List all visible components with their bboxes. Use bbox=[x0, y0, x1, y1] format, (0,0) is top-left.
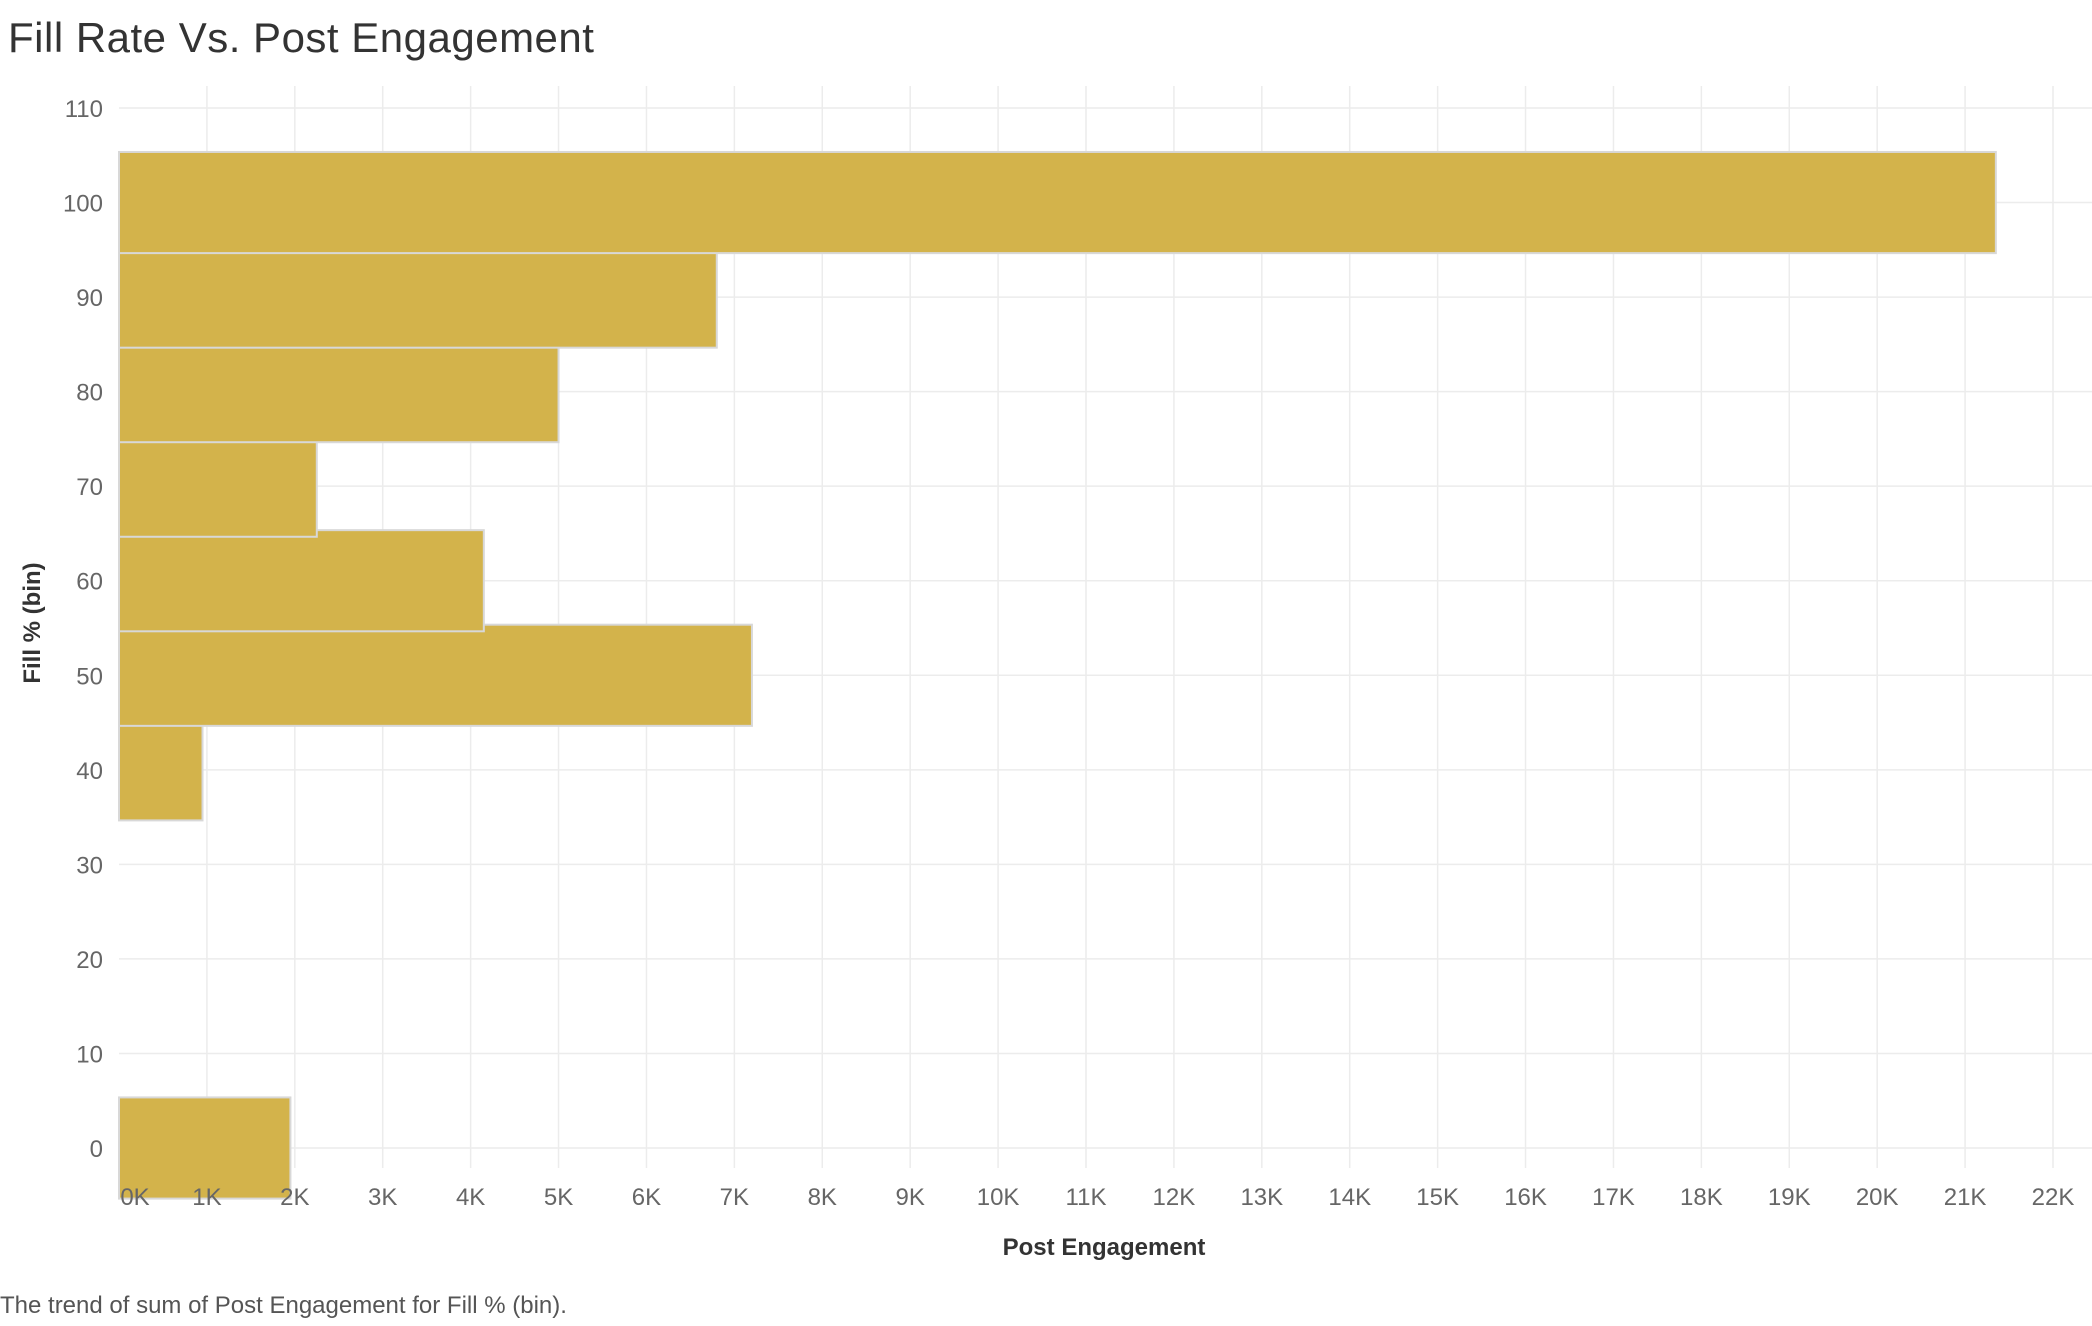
y-tick-labels: 0 10 20 30 40 50 60 70 80 90 100 110 bbox=[63, 96, 103, 1163]
x-tick-label: 5K bbox=[544, 1184, 573, 1211]
x-tick-label: 13K bbox=[1240, 1184, 1283, 1211]
bars bbox=[118, 150, 1997, 1200]
x-tick-label: 12K bbox=[1153, 1184, 1196, 1211]
y-tick-label: 10 bbox=[76, 1041, 103, 1068]
x-tick-label: 19K bbox=[1768, 1184, 1811, 1211]
y-axis-title: Fill % (bin) bbox=[19, 562, 46, 683]
x-tick-label: 7K bbox=[720, 1184, 749, 1211]
x-tick-label: 2K bbox=[280, 1184, 309, 1211]
x-tick-label: 10K bbox=[977, 1184, 1020, 1211]
x-tick-label: 9K bbox=[896, 1184, 925, 1211]
x-tick-label: 18K bbox=[1680, 1184, 1723, 1211]
x-tick-label: 17K bbox=[1592, 1184, 1635, 1211]
x-tick-label: 3K bbox=[368, 1184, 397, 1211]
chart-title: Fill Rate Vs. Post Engagement bbox=[8, 14, 595, 61]
y-tick-label: 70 bbox=[76, 474, 103, 501]
y-tick-label: 40 bbox=[76, 758, 103, 785]
x-tick-label: 6K bbox=[632, 1184, 661, 1211]
bar-fill-50[interactable] bbox=[118, 623, 753, 727]
x-tick-label: 22K bbox=[2032, 1184, 2075, 1211]
x-tick-labels: 0K 1K 2K 3K 4K 5K 6K 7K 8K 9K 10K 11K 12K 13K 14K 15K 16… bbox=[120, 1184, 2074, 1211]
x-tick-label: 21K bbox=[1944, 1184, 1987, 1211]
x-tick-label: 1K bbox=[192, 1184, 221, 1211]
bar-fill-60[interactable] bbox=[118, 529, 485, 633]
y-tick-label: 0 bbox=[90, 1136, 103, 1163]
y-tick-label: 50 bbox=[76, 663, 103, 690]
x-tick-label: 0K bbox=[120, 1184, 149, 1211]
bar-fill-100[interactable] bbox=[118, 150, 1997, 255]
x-tick-label: 20K bbox=[1856, 1184, 1899, 1211]
x-axis-title: Post Engagement bbox=[1003, 1234, 1206, 1261]
y-tick-label: 100 bbox=[63, 191, 103, 218]
bar-fill-40[interactable] bbox=[118, 718, 204, 822]
bar-fill-80[interactable] bbox=[118, 340, 560, 444]
y-tick-label: 30 bbox=[76, 852, 103, 879]
x-tick-label: 15K bbox=[1416, 1184, 1459, 1211]
x-tick-label: 16K bbox=[1504, 1184, 1547, 1211]
x-tick-label: 14K bbox=[1328, 1184, 1371, 1211]
y-tick-label: 20 bbox=[76, 947, 103, 974]
bar-fill-70[interactable] bbox=[118, 434, 318, 538]
bar-fill-90[interactable] bbox=[118, 245, 718, 349]
bar-fill-0[interactable] bbox=[118, 1096, 292, 1200]
y-tick-label: 90 bbox=[76, 285, 103, 312]
chart-caption: The trend of sum of Post Engagement for … bbox=[0, 1292, 567, 1319]
x-tick-label: 8K bbox=[808, 1184, 837, 1211]
x-tick-label: 4K bbox=[456, 1184, 485, 1211]
y-tick-label: 80 bbox=[76, 380, 103, 407]
y-tick-label: 110 bbox=[65, 96, 103, 123]
x-tick-label: 11K bbox=[1066, 1184, 1107, 1211]
y-tick-label: 60 bbox=[76, 569, 103, 596]
